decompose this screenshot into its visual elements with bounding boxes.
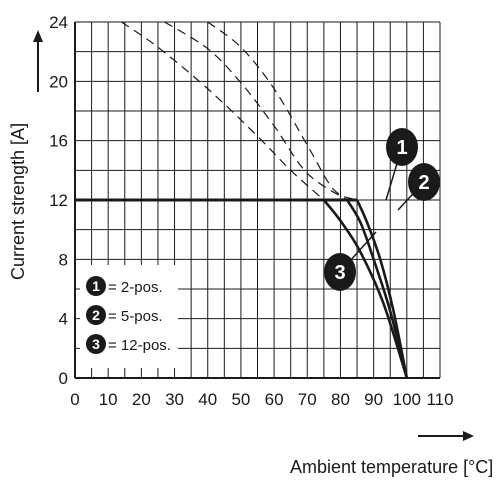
x-tick-label: 30	[165, 390, 184, 409]
y-axis-arrow-icon	[33, 30, 43, 92]
x-tick-label: 40	[198, 390, 217, 409]
callout-badge-number: 3	[334, 262, 345, 284]
legend: 1 = 2-pos. 2 = 5-pos. 3 = 12-pos.	[80, 265, 178, 368]
x-tick-label: 20	[132, 390, 151, 409]
x-tick-label: 110	[426, 390, 453, 409]
y-tick-label: 12	[49, 191, 68, 210]
callout-badge	[386, 128, 418, 166]
x-tick-label: 0	[70, 390, 79, 409]
x-axis-label: Ambient temperature [°C]	[290, 457, 493, 477]
series-derating-curve	[355, 199, 409, 379]
x-tick-label: 100	[393, 390, 421, 409]
callout-badge-number: 1	[396, 137, 407, 159]
legend-label: = 2-pos.	[108, 279, 163, 296]
y-tick-label: 0	[59, 369, 68, 388]
legend-badge-number: 1	[92, 278, 100, 294]
series-derating-curve	[322, 199, 409, 379]
y-tick-label: 20	[49, 72, 68, 91]
legend-badge-number: 3	[92, 336, 100, 352]
legend-badge-number: 2	[92, 307, 100, 323]
series-dashed-curve	[207, 21, 358, 201]
series-derating-curve	[345, 199, 409, 379]
chart-series	[75, 21, 409, 379]
x-tick-label: 10	[99, 390, 118, 409]
legend-label: = 5-pos.	[108, 308, 163, 325]
y-axis-label: Current strength [A]	[8, 123, 28, 280]
x-tick-label: 50	[231, 390, 250, 409]
callout-badge	[408, 163, 440, 201]
x-tick-label: 80	[331, 390, 350, 409]
x-tick-labels: 0 10 20 30 40 50 60 70 80 90 100 110	[70, 390, 453, 409]
legend-badge	[86, 334, 106, 354]
x-tick-label: 90	[364, 390, 383, 409]
callout-badge-number: 2	[418, 172, 429, 194]
y-tick-label: 24	[49, 13, 68, 32]
y-tick-label: 16	[49, 132, 68, 151]
y-tick-label: 4	[59, 310, 68, 329]
x-tick-label: 70	[298, 390, 317, 409]
series-dashed-curve	[121, 21, 325, 201]
legend-badge	[86, 276, 106, 296]
y-tick-labels: 0 4 8 12 16 20 24	[49, 13, 68, 388]
legend-label: = 12-pos.	[108, 337, 171, 354]
legend-badge	[86, 305, 106, 325]
x-tick-label: 60	[265, 390, 284, 409]
series-callouts: 12 3	[324, 128, 440, 291]
y-tick-label: 8	[59, 250, 68, 269]
callout-badge	[324, 253, 356, 291]
series-dashed-curve	[164, 21, 348, 201]
x-axis-arrow-icon	[418, 431, 474, 441]
